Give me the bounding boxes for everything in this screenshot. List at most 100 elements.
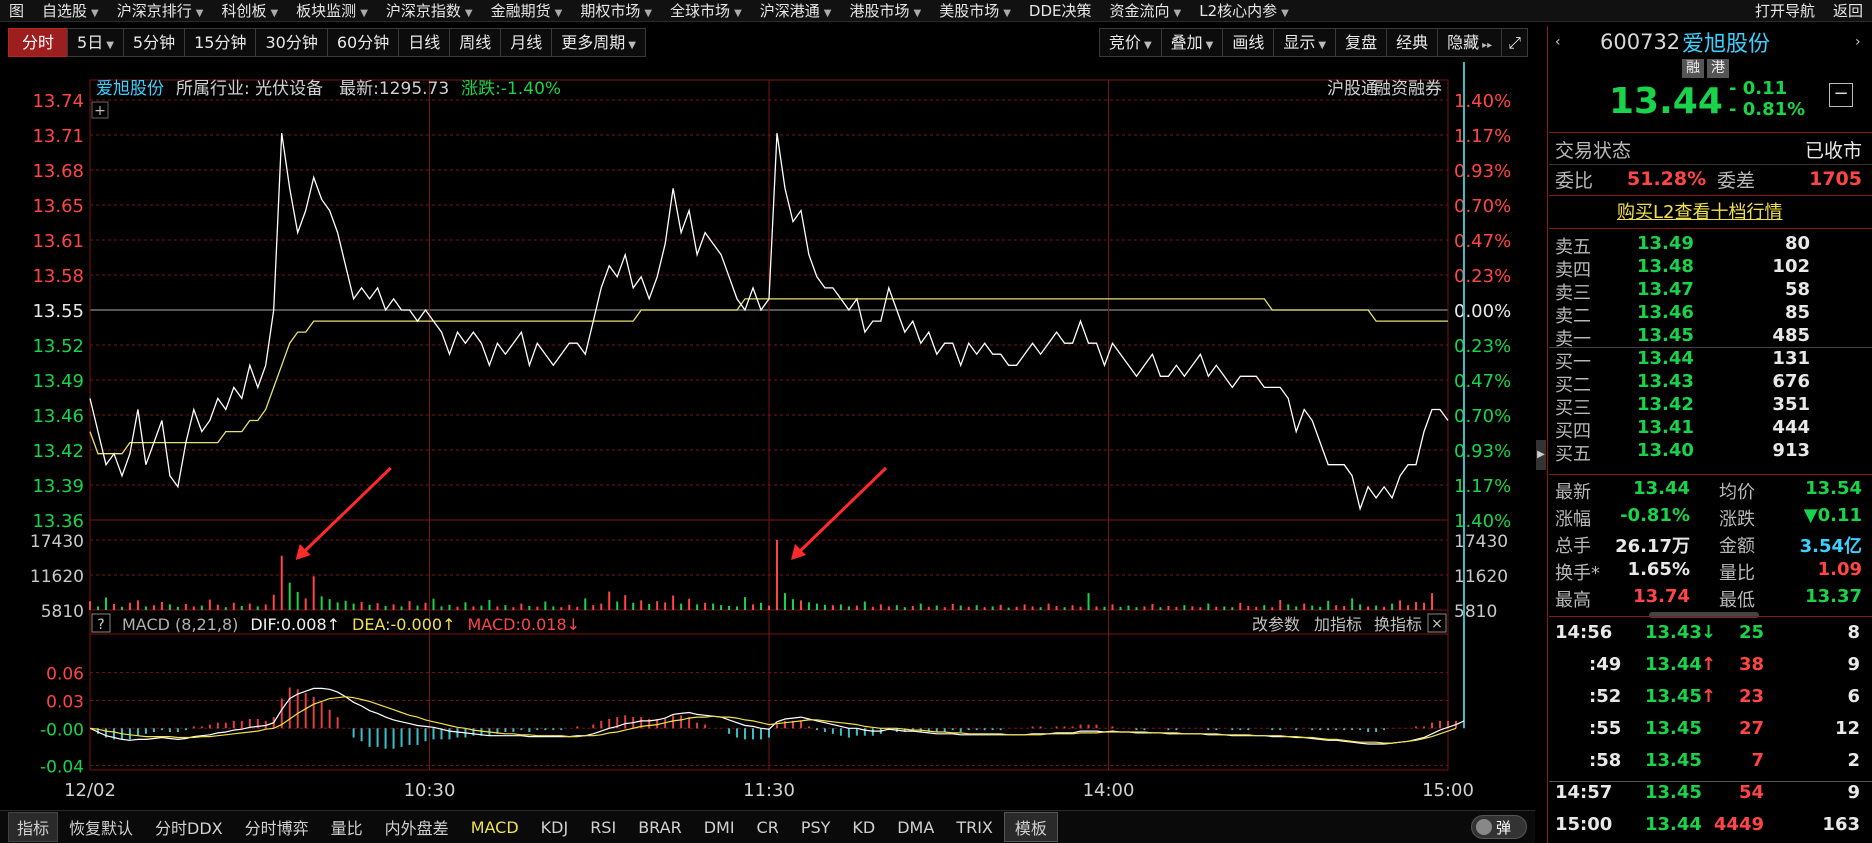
- macd-edit-params[interactable]: 改参数: [1252, 615, 1300, 634]
- nav-item-label: L2核心内参: [1199, 2, 1278, 20]
- indicator-tab-16[interactable]: 模板: [1003, 812, 1058, 842]
- bid-row: 买一 13.44 131: [1549, 347, 1872, 373]
- nav-item-2[interactable]: 沪深京排行 ▼: [108, 0, 213, 21]
- tick-price: 13.45: [1645, 686, 1702, 707]
- indicator-tab-3[interactable]: 分时博弈: [234, 815, 320, 839]
- ask-row: 卖四 13.48 102: [1549, 256, 1872, 281]
- nav-right-0[interactable]: 打开导航: [1746, 0, 1824, 21]
- nav-item-0[interactable]: 图: [0, 0, 33, 21]
- nav-item-13[interactable]: 资金流向 ▼: [1101, 0, 1191, 21]
- tick-row: :49 13.44 ↑ 38 9: [1549, 654, 1872, 686]
- nav-right-1[interactable]: 返回: [1824, 0, 1872, 21]
- indicator-tab-6[interactable]: MACD: [460, 818, 530, 837]
- tick-time: :55: [1589, 718, 1622, 739]
- toolbar-right-button-3[interactable]: 显示 ▼: [1273, 28, 1337, 57]
- minus-button[interactable]: −: [1829, 83, 1853, 107]
- info-name: 爱旭股份: [96, 79, 164, 99]
- period-button-8[interactable]: 月线: [500, 28, 553, 57]
- indicator-tabbar: 指标 恢复默认 分时DDX 分时博弈 量比 内外盘差 MACD KDJ RSI BRAR DMI CR…: [0, 810, 1535, 843]
- indicator-tab-1[interactable]: 恢复默认: [58, 815, 144, 839]
- macd-close-icon[interactable]: ×: [1427, 613, 1447, 633]
- toolbar-right-button-5[interactable]: 经典: [1386, 28, 1439, 57]
- page-right-icon[interactable]: ›: [1855, 34, 1861, 50]
- period-button-9[interactable]: 更多周期 ▼: [551, 28, 646, 57]
- indicator-tab-5[interactable]: 内外盘差: [374, 815, 460, 839]
- nav-item-1[interactable]: 自选股 ▼: [33, 0, 108, 21]
- indicator-tab-label: KD: [852, 817, 876, 837]
- toolbar-right-button-0[interactable]: 竞价 ▼: [1098, 28, 1162, 57]
- toolbar-right-button-4[interactable]: 复盘: [1335, 28, 1388, 57]
- indicator-tab-12[interactable]: PSY: [790, 818, 842, 837]
- arrow-up-icon: ↑: [1701, 654, 1717, 675]
- indicator-tab-8[interactable]: RSI: [579, 818, 627, 837]
- stock-info-line: 爱旭股份 所属行业: 光伏设备 最新:1295.73 涨跌:-1.40%: [96, 79, 561, 99]
- indicator-tab-10[interactable]: DMI: [693, 818, 746, 837]
- stats-row: 涨幅 -0.81% 涨跌 ▼0.11: [1549, 505, 1872, 532]
- scroll-handle[interactable]: [1649, 612, 1759, 618]
- period-button-0[interactable]: 分时: [8, 28, 69, 57]
- price-tick-label: 13.42: [32, 441, 84, 462]
- ob-level-label: 卖五: [1555, 237, 1591, 258]
- indicator-tab-4[interactable]: 量比: [320, 815, 374, 839]
- nav-item-8[interactable]: 全球市场 ▼: [661, 0, 751, 21]
- indicator-tab-14[interactable]: DMA: [886, 818, 945, 837]
- nav-item-14[interactable]: L2核心内参 ▼: [1190, 0, 1298, 21]
- ob-price: 13.42: [1637, 394, 1694, 415]
- stat-label: 量比: [1719, 563, 1755, 584]
- period-button-3[interactable]: 15分钟: [184, 28, 257, 57]
- indicator-tab-11[interactable]: CR: [746, 818, 790, 837]
- macd-tick-label: -0.04: [40, 757, 84, 777]
- stock-name[interactable]: 爱旭股份: [1682, 32, 1771, 57]
- macd-help-button[interactable]: ?: [91, 613, 111, 633]
- indicator-tab-label: 分时DDX: [155, 819, 223, 838]
- indicator-tab-13[interactable]: KD: [841, 818, 886, 837]
- period-button-7[interactable]: 周线: [449, 28, 502, 57]
- nav-item-12[interactable]: DDE决策: [1020, 0, 1101, 21]
- tick-count: 8: [1847, 622, 1860, 643]
- nav-item-7[interactable]: 期权市场 ▼: [571, 0, 661, 21]
- page-left-icon[interactable]: ‹: [1555, 34, 1561, 50]
- nav-item-5[interactable]: 沪深京指数 ▼: [377, 0, 482, 21]
- period-button-1[interactable]: 5日 ▼: [67, 28, 124, 57]
- nav-item-4[interactable]: 板块监测 ▼: [287, 0, 377, 21]
- indicator-tab-label: MACD: [470, 817, 519, 837]
- indicator-tab-15[interactable]: TRIX: [945, 818, 1004, 837]
- indicator-tab-0[interactable]: 指标: [8, 812, 59, 842]
- annotation-arrow: [295, 466, 392, 560]
- period-button-4[interactable]: 30分钟: [255, 28, 328, 57]
- price-tick-label: 13.74: [32, 91, 84, 112]
- indicator-tab-label: 指标: [17, 819, 50, 838]
- stat-value: ▼0.11: [1803, 505, 1862, 526]
- popup-toggle[interactable]: 弹: [1471, 815, 1527, 839]
- nav-item-10[interactable]: 港股市场 ▼: [840, 0, 930, 21]
- macd-switch-indicator[interactable]: 换指标: [1374, 615, 1422, 634]
- period-button-2[interactable]: 5分钟: [122, 28, 186, 57]
- period-button-6[interactable]: 日线: [398, 28, 451, 57]
- ob-volume: 102: [1772, 256, 1810, 277]
- toolbar-right-button-2[interactable]: 画线: [1222, 28, 1275, 57]
- ask-row: 卖一 13.45 485: [1549, 325, 1872, 350]
- toolbar-right-button-6[interactable]: 隐藏 ▸▸: [1437, 28, 1503, 57]
- collapse-panel-icon[interactable]: ▶: [1536, 440, 1546, 470]
- macd-add-indicator[interactable]: 加指标: [1314, 615, 1362, 634]
- period-label: 60分钟: [336, 33, 390, 52]
- indicator-tab-2[interactable]: 分时DDX: [144, 815, 234, 839]
- nav-item-11[interactable]: 美股市场 ▼: [930, 0, 1020, 21]
- chevron-down-icon: ▼: [91, 8, 99, 19]
- chevron-down-icon: ▼: [644, 8, 653, 19]
- indicator-tab-7[interactable]: KDJ: [530, 818, 580, 837]
- period-button-5[interactable]: 60分钟: [326, 28, 400, 57]
- nav-item-3[interactable]: 科创板 ▼: [212, 0, 287, 21]
- nav-item-6[interactable]: 金融期货 ▼: [482, 0, 572, 21]
- nav-item-9[interactable]: 沪深港通 ▼: [751, 0, 841, 21]
- fullscreen-button[interactable]: ⤢: [1501, 28, 1528, 57]
- tag-margin[interactable]: 融资融券: [1374, 79, 1442, 99]
- toolbar-right-button-1[interactable]: 叠加 ▼: [1160, 28, 1224, 57]
- ob-volume: 131: [1772, 348, 1810, 369]
- l2-upgrade-link[interactable]: 购买L2查看十档行情: [1617, 202, 1783, 223]
- indicator-tab-label: 量比: [330, 819, 363, 838]
- add-crosshair-icon[interactable]: +: [91, 101, 109, 119]
- chevron-down-icon: ▼: [628, 40, 636, 51]
- indicator-tab-9[interactable]: BRAR: [627, 818, 693, 837]
- tag-hkconnect[interactable]: 沪股通: [1327, 79, 1378, 99]
